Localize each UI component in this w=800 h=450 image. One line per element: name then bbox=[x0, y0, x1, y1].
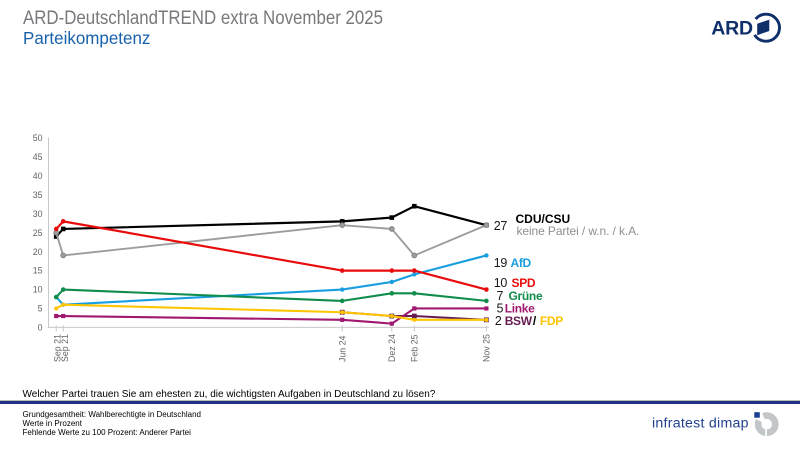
svg-text:5: 5 bbox=[38, 304, 43, 314]
svg-text:35: 35 bbox=[33, 190, 43, 200]
svg-text:BSW: BSW bbox=[505, 314, 533, 328]
svg-text:10: 10 bbox=[494, 276, 508, 290]
svg-text:Nov 25: Nov 25 bbox=[482, 334, 492, 362]
svg-text:Grüne: Grüne bbox=[509, 289, 543, 303]
svg-text:5: 5 bbox=[497, 302, 504, 316]
svg-text:Dez 24: Dez 24 bbox=[387, 334, 397, 362]
svg-text:Linke: Linke bbox=[505, 302, 535, 316]
svg-text:30: 30 bbox=[33, 209, 43, 219]
svg-text:7: 7 bbox=[497, 289, 504, 303]
svg-text:FDP: FDP bbox=[540, 314, 563, 328]
svg-text:45: 45 bbox=[33, 152, 43, 162]
svg-text:Feb 25: Feb 25 bbox=[410, 335, 420, 362]
svg-text:/: / bbox=[533, 314, 537, 328]
svg-text:AfD: AfD bbox=[511, 256, 532, 270]
svg-text:19: 19 bbox=[494, 256, 508, 270]
svg-text:Jun 24: Jun 24 bbox=[337, 335, 347, 362]
svg-text:CDU/CSU: CDU/CSU bbox=[516, 212, 571, 226]
svg-text:20: 20 bbox=[33, 247, 43, 257]
svg-text:Sep 21: Sep 21 bbox=[52, 334, 62, 362]
svg-text:10: 10 bbox=[33, 285, 43, 295]
svg-text:2: 2 bbox=[495, 314, 502, 328]
svg-text:50: 50 bbox=[33, 133, 43, 143]
svg-text:SPD: SPD bbox=[512, 276, 536, 290]
svg-text:0: 0 bbox=[38, 323, 43, 333]
svg-text:40: 40 bbox=[33, 171, 43, 181]
svg-text:infratest dimap: infratest dimap bbox=[652, 415, 749, 431]
svg-text:Sep 21: Sep 21 bbox=[60, 334, 70, 362]
svg-text:27: 27 bbox=[494, 219, 508, 233]
svg-text:15: 15 bbox=[33, 266, 43, 276]
svg-text:keine Partei / w.n. / k.A.: keine Partei / w.n. / k.A. bbox=[517, 224, 640, 238]
svg-text:25: 25 bbox=[33, 228, 43, 238]
svg-text:ARD: ARD bbox=[711, 18, 753, 40]
